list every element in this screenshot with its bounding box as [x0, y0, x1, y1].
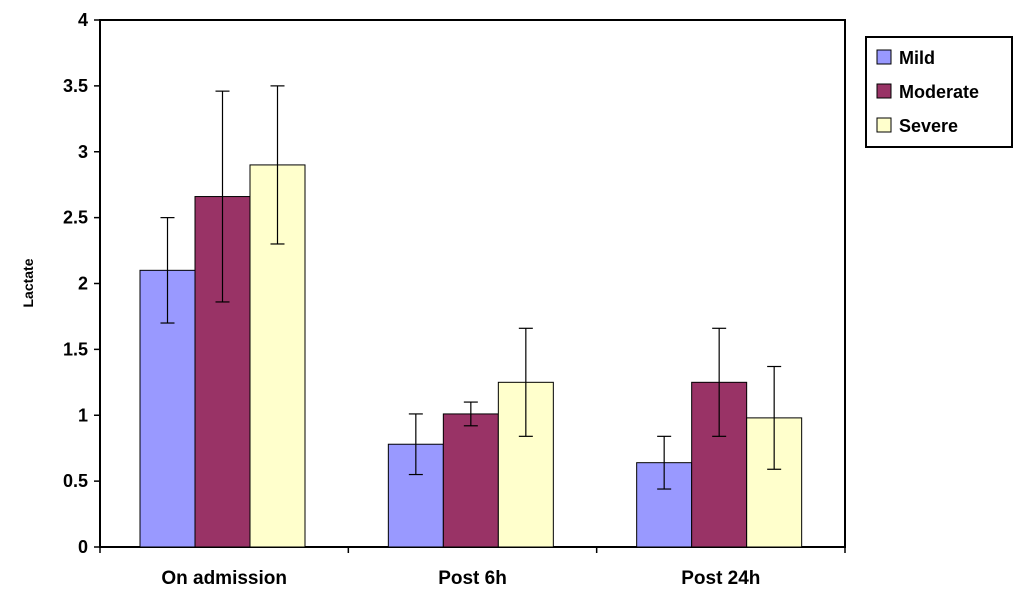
y-tick-label: 1	[78, 405, 88, 425]
legend-swatch-moderate	[876, 83, 892, 99]
y-tick-label: 3.5	[63, 76, 88, 96]
error-bar-mild-1	[160, 217, 175, 324]
y-tick-label: 2.5	[63, 208, 88, 228]
error-bar-mild-3	[657, 435, 672, 490]
bar-moderate-2	[442, 413, 499, 548]
y-tick-label: 3	[78, 142, 88, 162]
error-bar-mild-2	[408, 413, 423, 476]
error-bar-moderate-1	[215, 90, 230, 303]
legend-swatch-severe	[876, 117, 892, 133]
error-bar-moderate-3	[712, 327, 727, 437]
error-bar-severe-2	[518, 327, 533, 437]
legend: Mild Moderate Severe	[865, 36, 1013, 148]
y-axis-title: Lactate	[20, 258, 36, 307]
legend-label-mild: Mild	[899, 48, 935, 68]
y-tick-label: 0.5	[63, 471, 88, 491]
y-tick-label: 0	[78, 537, 88, 557]
x-tick-label: Post 6h	[438, 568, 507, 589]
legend-swatch-mild	[876, 49, 892, 65]
bars-group	[139, 164, 803, 548]
y-tick-label: 2	[78, 274, 88, 294]
error-bar-severe-1	[270, 85, 285, 245]
legend-label-moderate: Moderate	[899, 82, 979, 102]
y-tick-label: 4	[78, 10, 88, 30]
y-tick-label: 1.5	[63, 339, 88, 359]
error-bars-group	[160, 85, 782, 490]
error-bar-moderate-2	[463, 401, 478, 427]
x-tick-label: On admission	[161, 568, 287, 589]
error-bar-severe-3	[767, 365, 782, 470]
bar-severe-2	[497, 381, 554, 548]
x-tick-label: Post 24h	[681, 568, 760, 589]
legend-label-severe: Severe	[899, 116, 958, 136]
y-axis: 0 0.5 1 1.5 2 2.5 3 3.5 4	[63, 10, 100, 557]
x-axis: On admission Post 6h Post 24h	[99, 547, 846, 589]
